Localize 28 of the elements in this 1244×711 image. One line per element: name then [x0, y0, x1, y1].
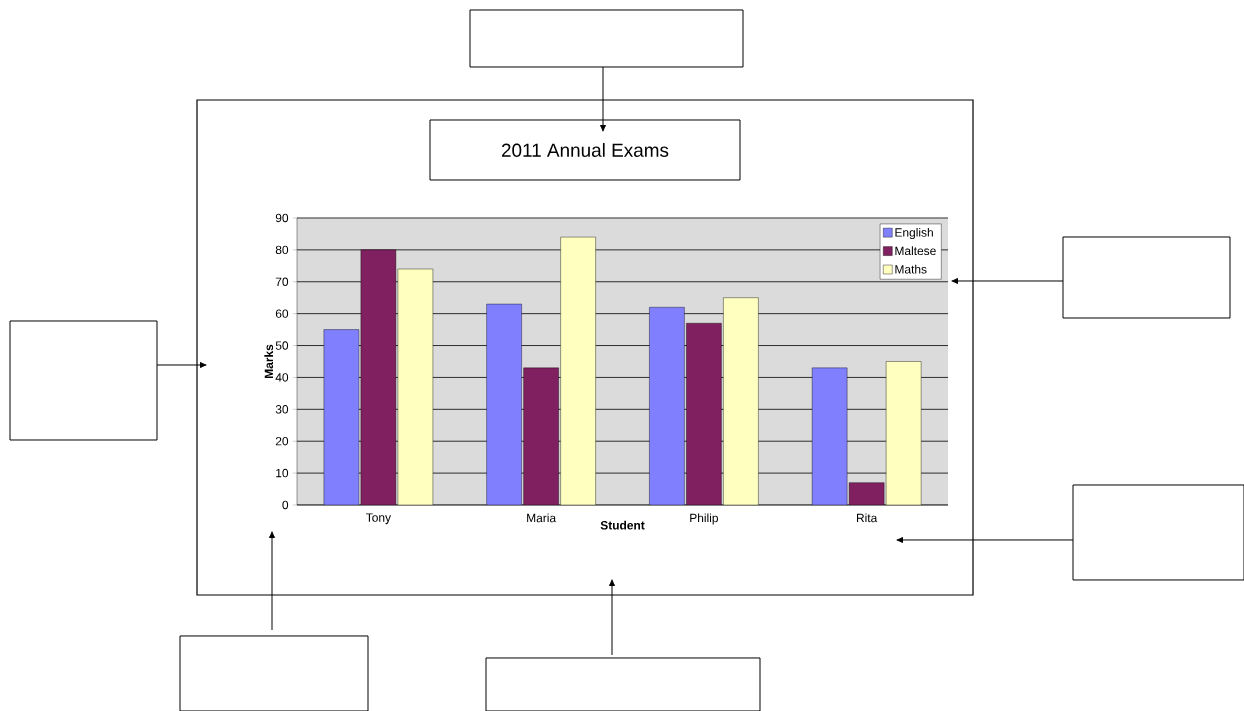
bar — [649, 307, 685, 505]
bar — [723, 297, 759, 505]
y-tick-label: 10 — [276, 468, 289, 478]
bar — [323, 329, 359, 505]
y-tick-label: 70 — [275, 277, 289, 286]
x-tick-label: Tony — [366, 513, 391, 525]
x-tick-label: Maria — [527, 513, 557, 523]
legend-label: English — [895, 227, 933, 240]
y-tick-label: 80 — [275, 245, 289, 255]
x-tick-label: Rita — [856, 513, 878, 523]
y-tick-label: 40 — [275, 373, 289, 382]
y-tick-label: 50 — [275, 341, 289, 350]
x-tick-label: Philip — [690, 513, 718, 525]
bar — [486, 304, 522, 505]
legend-label: Maths — [895, 264, 927, 274]
y-tick-label: 20 — [275, 436, 289, 446]
bar — [560, 237, 596, 505]
y-tick-label: 30 — [275, 405, 289, 414]
y-tick-label: 90 — [275, 213, 289, 223]
y-axis-title: Marks — [264, 344, 274, 378]
bar — [811, 367, 848, 505]
y-tick-label: 0 — [282, 500, 289, 510]
legend-label: Maltese — [895, 246, 936, 256]
bar — [885, 361, 922, 505]
y-tick-label: 60 — [275, 309, 289, 318]
bar — [397, 269, 433, 505]
chart-title: 2011 Annual Exams — [501, 143, 669, 157]
x-axis-title: Student — [600, 520, 645, 530]
